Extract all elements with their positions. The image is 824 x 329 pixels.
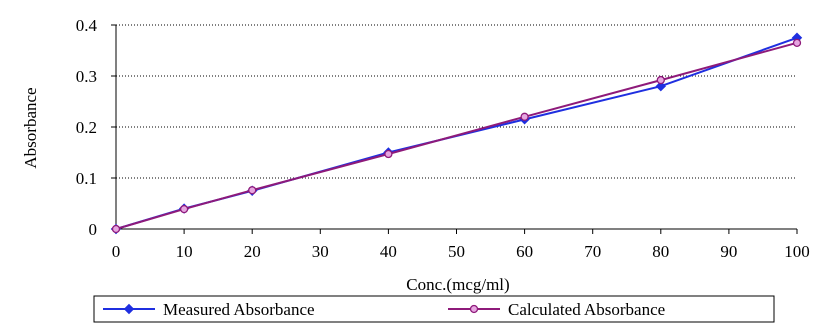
data-point-calculated-absorbance: [520, 112, 529, 121]
x-tick-label: 60: [516, 242, 533, 261]
x-tick-label: 10: [176, 242, 193, 261]
y-tick-label: 0.4: [76, 16, 98, 35]
y-tick-label: 0.2: [76, 118, 97, 137]
axes: [111, 24, 798, 234]
legend-marker-calculated-absorbance: [469, 304, 479, 314]
y-tick-label: 0.1: [76, 169, 97, 188]
x-axis-title: Conc.(mcg/ml): [406, 275, 509, 294]
data-point-calculated-absorbance: [179, 204, 189, 214]
x-tick-label: 70: [584, 242, 601, 261]
x-tick-label: 80: [652, 242, 669, 261]
y-axis-title: Absorbance: [21, 87, 40, 168]
x-tick-label: 0: [112, 242, 121, 261]
series: [110, 32, 803, 235]
y-tick-label: 0.3: [76, 67, 97, 86]
legend: Measured Absorbance Calculated Absorbance: [93, 295, 775, 323]
legend-box: [93, 295, 775, 323]
data-point-calculated-absorbance: [792, 38, 802, 47]
data-point-calculated-absorbance: [248, 186, 257, 195]
legend-marker-measured-absorbance: [123, 303, 135, 315]
y-tick-label: 0: [89, 220, 98, 239]
x-tick-label: 100: [784, 242, 810, 261]
tick-labels: 0 0.1 0.2 0.3 0.4 0 10 20 30 40 50 60 70 80 90 100: [76, 16, 810, 261]
data-point-calculated-absorbance: [384, 149, 393, 159]
data-point-calculated-absorbance: [111, 224, 121, 234]
x-tick-label: 30: [312, 242, 329, 261]
x-tick-label: 90: [720, 242, 737, 261]
x-tick-label: 40: [380, 242, 397, 261]
legend-label-calculated-absorbance: Calculated Absorbance: [508, 300, 665, 319]
x-tick-label: 20: [244, 242, 261, 261]
legend-items: Measured Absorbance Calculated Absorbance: [103, 300, 665, 319]
x-tick-label: 50: [448, 242, 465, 261]
legend-label-measured-absorbance: Measured Absorbance: [163, 300, 315, 319]
data-point-measured-absorbance: [655, 80, 667, 92]
data-point-calculated-absorbance: [656, 75, 665, 85]
series-line-calculated-absorbance: [115, 41, 798, 230]
grid: [116, 24, 797, 179]
